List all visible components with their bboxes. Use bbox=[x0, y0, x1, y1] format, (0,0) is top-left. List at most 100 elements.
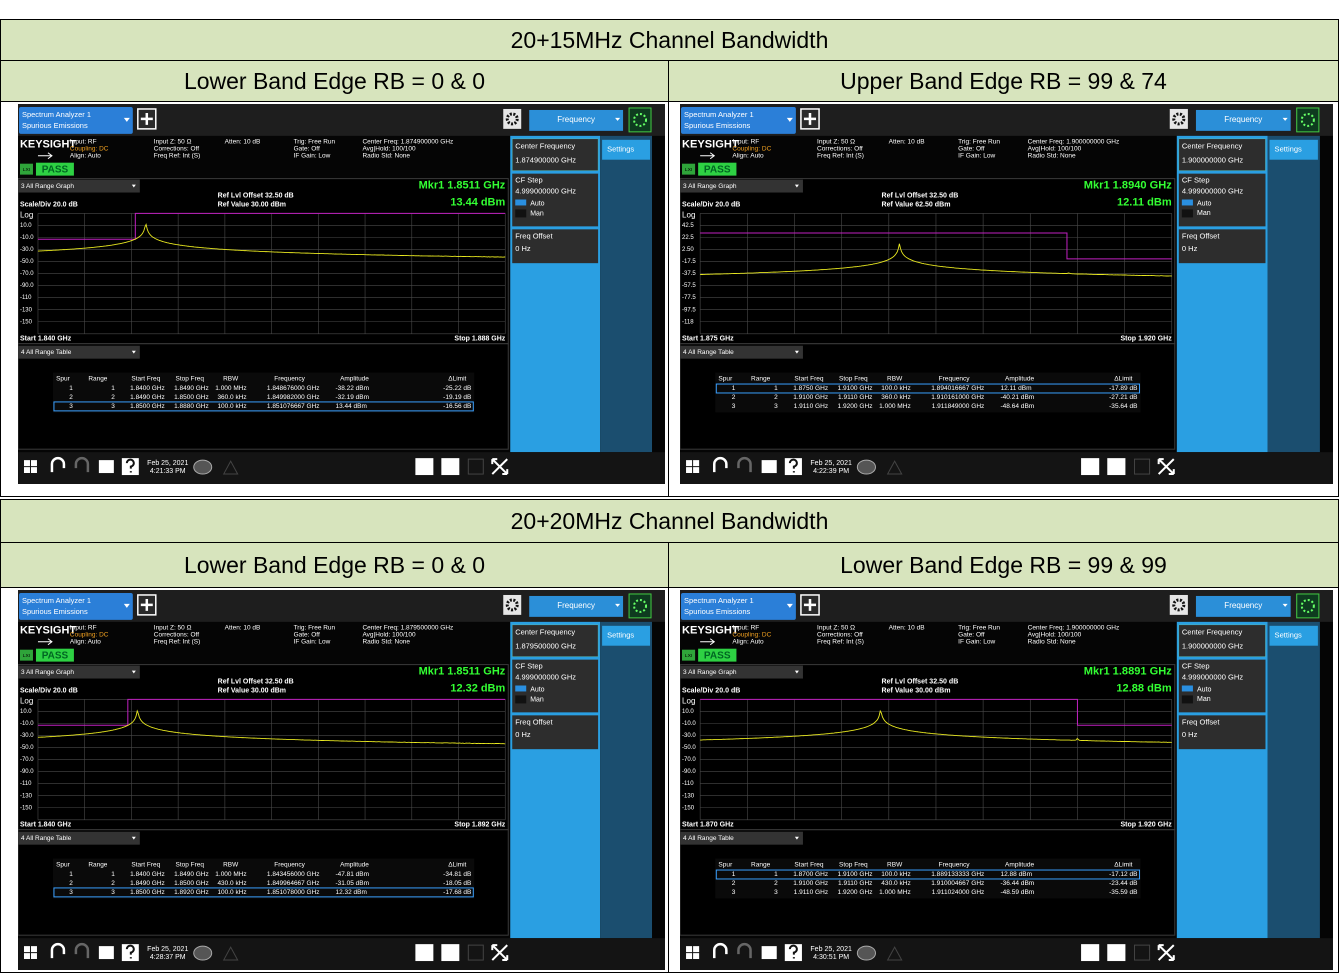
y-tick-label: 10.0 bbox=[682, 709, 694, 715]
y-tick-label: -150 bbox=[682, 805, 695, 811]
table-cell: 1.8500 GHz bbox=[174, 880, 209, 887]
ref-offset: Ref Lvl Offset 32.50 dB bbox=[218, 678, 294, 685]
analyzer-screenshot: Spectrum Analyzer 1Spurious EmissionsFre… bbox=[680, 590, 1333, 970]
table-header: Range bbox=[751, 861, 771, 868]
table-cell: -36.44 dBm bbox=[1000, 880, 1034, 887]
cf-step-value: 4.999000000 GHz bbox=[1182, 187, 1244, 196]
table-header: Spur bbox=[718, 375, 733, 382]
table-cell: 3 bbox=[732, 889, 736, 896]
man-label: Man bbox=[1197, 210, 1211, 217]
y-tick-label: -10.0 bbox=[20, 235, 34, 241]
table-cell: 1.8400 GHz bbox=[130, 871, 165, 878]
y-tick-label: -130 bbox=[20, 307, 33, 313]
table-header: Start Freq bbox=[794, 861, 823, 868]
table-cell: -17.68 dB bbox=[443, 889, 471, 896]
settings-tab-label: Settings bbox=[607, 145, 634, 154]
folder-icon bbox=[762, 460, 777, 473]
center-frequency-value: 1.900000000 GHz bbox=[1182, 642, 1244, 651]
table-cell: 1.911849000 GHz bbox=[932, 403, 985, 410]
table-header: Stop Freq bbox=[176, 375, 205, 382]
table-cell: 3 bbox=[111, 889, 115, 896]
info-trig: Trig: Free Run bbox=[958, 139, 1000, 146]
scale-type: Log bbox=[682, 697, 695, 706]
y-tick-label: 10.0 bbox=[20, 709, 32, 715]
time: 4:30:51 PM bbox=[813, 954, 849, 961]
analyzer-screenshot: Spectrum Analyzer 1Spurious EmissionsFre… bbox=[18, 590, 665, 970]
table-cell: 1.8750 GHz bbox=[793, 385, 828, 392]
marker-frequency: Mkr1 1.8940 GHz bbox=[1084, 180, 1173, 192]
menu-label: Frequency bbox=[1224, 601, 1262, 610]
date: Feb 25, 2021 bbox=[147, 946, 188, 953]
table-cell: 1.8400 GHz bbox=[130, 385, 165, 392]
auto-label: Auto bbox=[1197, 686, 1212, 693]
table-cell: -19.19 dB bbox=[443, 394, 471, 401]
graph-window-label: 3 All Range Graph bbox=[21, 183, 74, 190]
scale-type: Log bbox=[682, 211, 695, 220]
touch-icon bbox=[441, 458, 459, 475]
auto-toggle bbox=[1182, 685, 1193, 691]
table-cell: -35.64 dB bbox=[1109, 403, 1137, 410]
table-header: Range bbox=[88, 861, 108, 868]
table-cell: 1.9100 GHz bbox=[838, 871, 873, 878]
time: 4:28:37 PM bbox=[150, 954, 186, 961]
info-gate: Gate: Off bbox=[958, 146, 985, 153]
info-if-gain: IF Gain: Low bbox=[294, 152, 331, 159]
table-header: ΔLimit bbox=[448, 375, 466, 382]
auto-toggle bbox=[515, 685, 526, 691]
brand: KEYSIGHT bbox=[682, 625, 739, 637]
table-cell: 1.9110 GHz bbox=[794, 889, 828, 896]
table-cell: 1.9110 GHz bbox=[838, 394, 872, 401]
table-cell: 1.9110 GHz bbox=[794, 403, 828, 410]
info-freq-ref: Freq Ref: Int (S) bbox=[817, 152, 864, 159]
table-cell: 360.0 kHz bbox=[881, 394, 910, 401]
table-cell: 1 bbox=[774, 385, 778, 392]
y-tick-label: -110 bbox=[682, 781, 694, 787]
table-header: RBW bbox=[223, 861, 239, 868]
mode-name: Spurious Emissions bbox=[684, 607, 751, 616]
table-header: Amplitude bbox=[1005, 375, 1034, 382]
info-freq-ref: Freq Ref: Int (S) bbox=[154, 152, 200, 159]
cf-step-label: CF Step bbox=[1182, 176, 1210, 185]
info-trig: Trig: Free Run bbox=[294, 139, 336, 146]
table-cell: -23.44 dB bbox=[1109, 880, 1137, 887]
brand: KEYSIGHT bbox=[682, 139, 739, 151]
table-cell: 3 bbox=[774, 403, 778, 410]
table-cell: 1.8490 GHz bbox=[130, 880, 165, 887]
table-cell: 1.843456000 GHz bbox=[267, 871, 320, 878]
info-input-z: Input Z: 50 Ω bbox=[817, 625, 855, 632]
y-tick-label: -90.0 bbox=[20, 769, 34, 775]
date: Feb 25, 2021 bbox=[810, 460, 852, 467]
touch-icon bbox=[1107, 458, 1125, 475]
info-if-gain: IF Gain: Low bbox=[294, 638, 331, 645]
scale-div: Scale/Div 20.0 dB bbox=[682, 201, 740, 208]
table-cell: 12.11 dBm bbox=[1000, 385, 1031, 392]
info-gate: Gate: Off bbox=[294, 631, 320, 638]
marker-frequency: Mkr1 1.8891 GHz bbox=[1084, 666, 1173, 678]
menu-tabs bbox=[600, 622, 652, 938]
y-tick-label: -130 bbox=[20, 793, 33, 799]
menu-tabs bbox=[1267, 136, 1319, 452]
table-header: ΔLimit bbox=[448, 861, 466, 868]
info-freq-ref: Freq Ref: Int (S) bbox=[154, 638, 200, 645]
table-window-label: 4 All Range Table bbox=[21, 835, 72, 842]
cf-step-value: 4.999000000 GHz bbox=[515, 187, 576, 196]
table-header: Range bbox=[88, 375, 108, 382]
table-cell: 1.8700 GHz bbox=[793, 871, 828, 878]
table-window-label: 4 All Range Table bbox=[21, 349, 72, 356]
results-table bbox=[53, 373, 474, 413]
start-frequency: Start 1.870 GHz bbox=[682, 822, 734, 829]
ref-offset: Ref Lvl Offset 32.50 dB bbox=[882, 678, 959, 685]
man-toggle bbox=[1182, 695, 1193, 703]
marker-amplitude: 12.11 dBm bbox=[1117, 196, 1172, 208]
taskbar bbox=[680, 938, 1333, 970]
y-tick-label: -10.0 bbox=[20, 721, 34, 727]
info-atten: Atten: 10 dB bbox=[225, 625, 261, 632]
cf-step-label: CF Step bbox=[515, 662, 542, 671]
y-tick-label: -130 bbox=[682, 793, 695, 799]
menu-tabs bbox=[1267, 622, 1319, 938]
status: PASS bbox=[42, 650, 69, 661]
cf-step-value: 4.999000000 GHz bbox=[515, 673, 576, 682]
table-cell: 1.000 MHz bbox=[879, 889, 911, 896]
y-tick-label: -50.0 bbox=[682, 745, 696, 751]
